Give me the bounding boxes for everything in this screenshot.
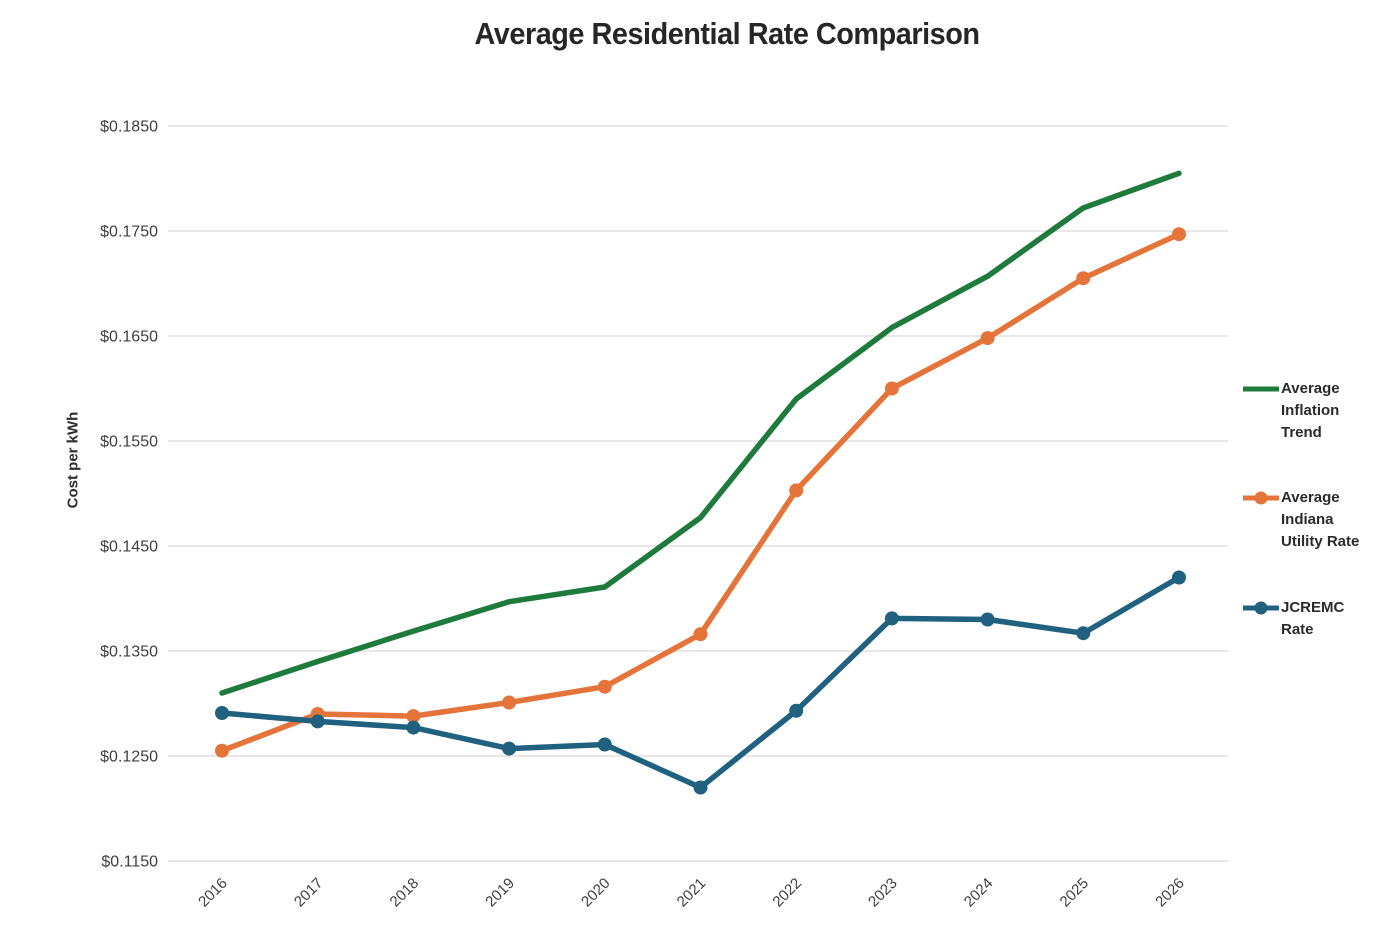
y-tick-label: $0.1350 (100, 644, 158, 661)
series-line-average-inflation-trend (219, 170, 1182, 696)
x-tick-label: 2024 (961, 875, 997, 911)
chart-title: Average Residential Rate Comparison (474, 16, 980, 51)
data-point-jcremc-rate (980, 612, 995, 627)
x-tick-label: 2020 (578, 875, 614, 911)
y-tick-label: $0.1250 (100, 749, 158, 766)
data-point-average-indiana-utility-rate (1076, 271, 1091, 286)
x-tick-label: 2022 (769, 875, 805, 911)
y-tick-label: $0.1750 (100, 224, 158, 241)
x-tick-label: 2025 (1057, 875, 1093, 911)
y-tick-label: $0.1650 (100, 329, 158, 346)
data-point-jcremc-rate (215, 706, 229, 720)
data-point-jcremc-rate (884, 611, 899, 626)
data-point-jcremc-rate (406, 720, 421, 735)
x-tick-label: 2023 (865, 875, 901, 911)
data-point-average-indiana-utility-rate (1172, 227, 1186, 242)
data-point-jcremc-rate (502, 741, 517, 756)
data-point-average-indiana-utility-rate (215, 743, 229, 758)
y-tick-label: $0.1550 (100, 434, 158, 451)
data-point-jcremc-rate (310, 714, 325, 729)
y-tick-label: $0.1150 (101, 854, 158, 871)
y-tick-label: $0.1850 (100, 119, 158, 136)
data-point-jcremc-rate (789, 703, 804, 718)
data-point-jcremc-rate (693, 780, 708, 795)
x-tick-label: 2019 (482, 875, 518, 911)
x-tick-label: 2017 (291, 875, 327, 911)
y-tick-label: $0.1450 (100, 539, 158, 556)
data-point-jcremc-rate (597, 737, 612, 752)
data-point-average-indiana-utility-rate (789, 483, 804, 498)
x-tick-label: 2016 (195, 875, 231, 911)
data-point-average-indiana-utility-rate (502, 695, 517, 710)
data-point-average-indiana-utility-rate (406, 709, 421, 724)
data-point-jcremc-rate (1076, 626, 1091, 641)
x-tick-label: 2026 (1152, 875, 1188, 911)
data-point-average-indiana-utility-rate (693, 627, 708, 642)
x-tick-label: 2021 (674, 875, 710, 911)
series-line-average-indiana-utility-rate (219, 231, 1182, 754)
x-tick-label: 2018 (387, 875, 423, 911)
data-point-average-indiana-utility-rate (597, 679, 612, 694)
data-point-jcremc-rate (1172, 570, 1186, 585)
data-point-average-indiana-utility-rate (980, 331, 995, 346)
data-point-average-indiana-utility-rate (884, 381, 899, 396)
